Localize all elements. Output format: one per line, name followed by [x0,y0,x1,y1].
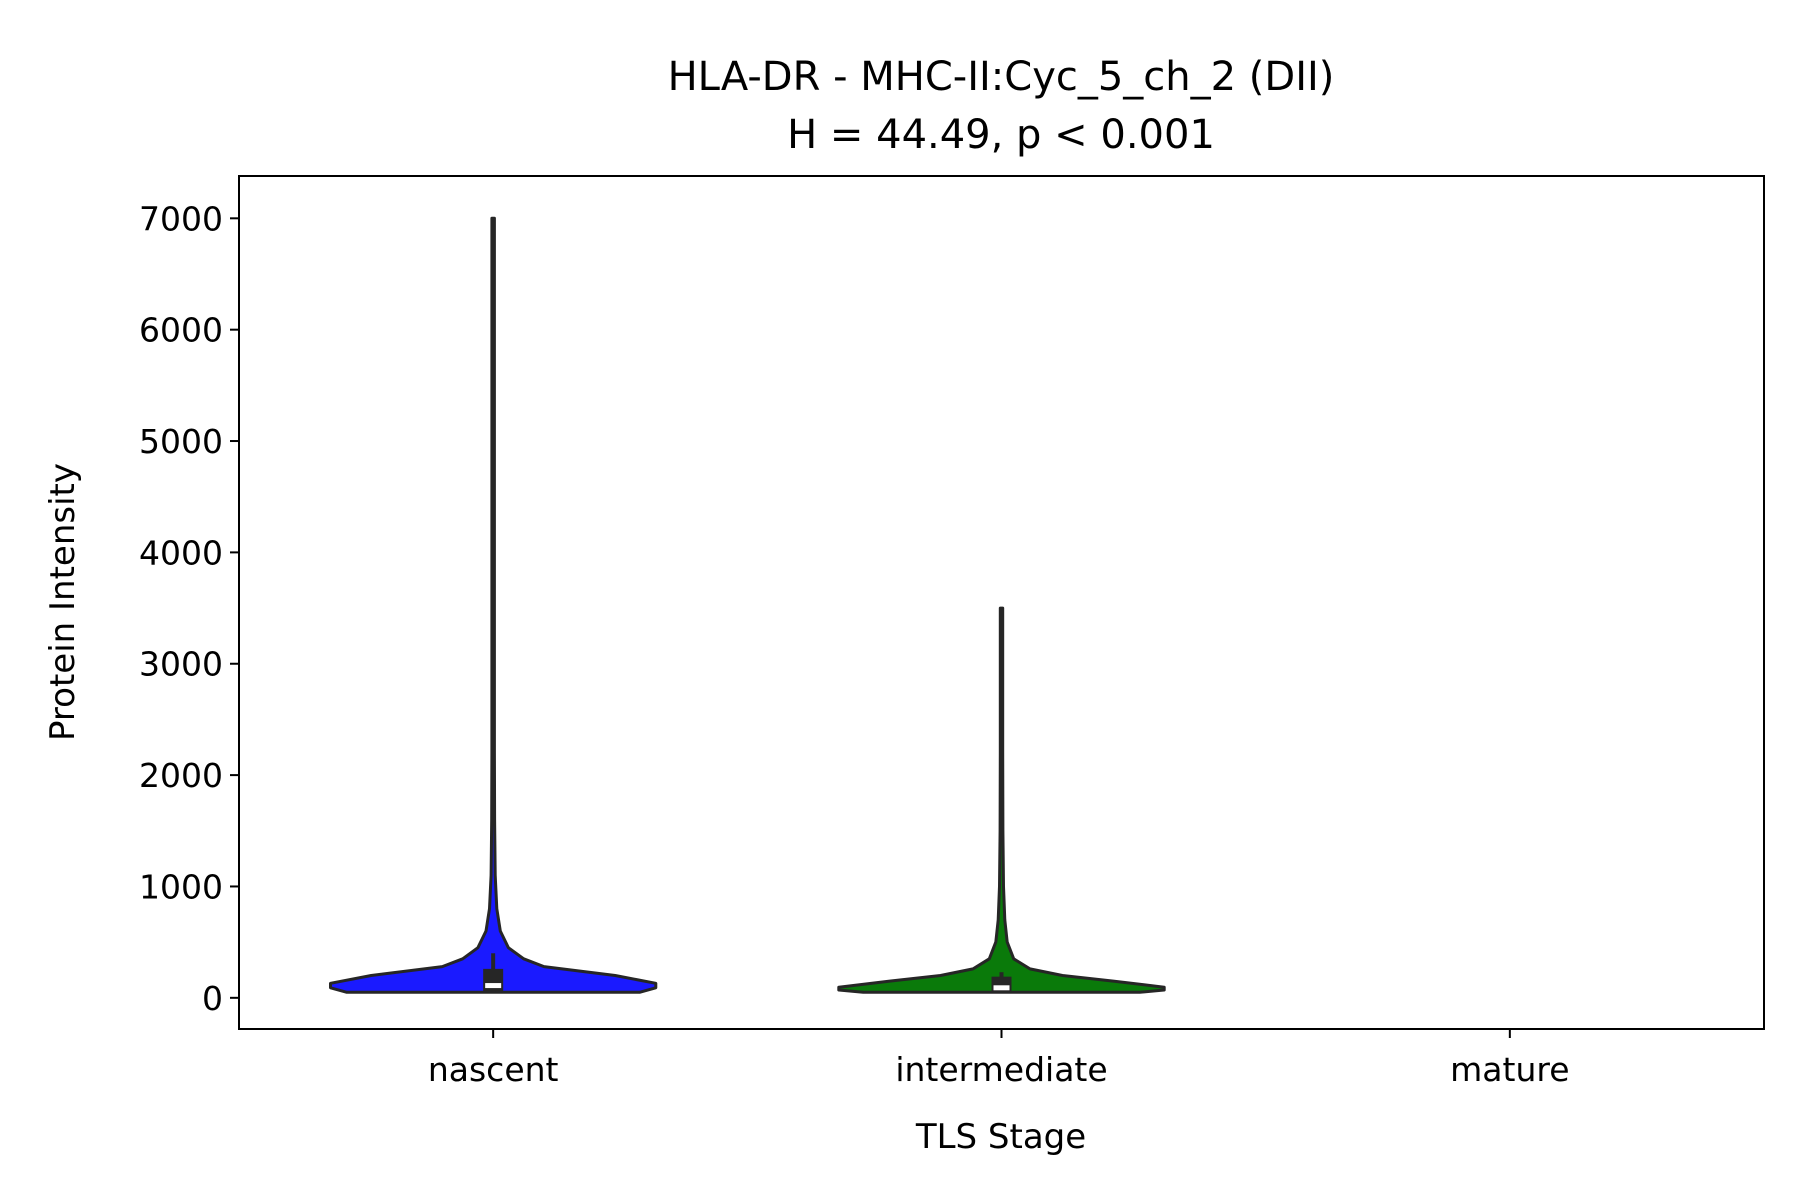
violin-median-intermediate [993,985,1010,991]
y-axis-label: Protein Intensity [43,463,83,741]
y-axis: 0 1000 2000 3000 4000 5000 6000 7000 [139,199,239,1018]
violin-body-nascent [329,216,658,994]
y-tick-label: 0 [202,979,223,1018]
x-axis: nascent intermediate mature [428,1029,1570,1089]
y-tick-label: 1000 [139,867,223,906]
x-tick-label: intermediate [895,1050,1107,1089]
y-tick-label: 6000 [139,311,223,350]
x-tick-label: mature [1450,1050,1569,1089]
y-tick-label: 2000 [139,756,223,795]
y-tick-label: 4000 [139,533,223,572]
chart-subtitle: H = 44.49, p < 0.001 [787,112,1215,158]
y-tick-label: 3000 [139,645,223,684]
violin-median-nascent [485,983,502,989]
chart-title: HLA-DR - MHC-II:Cyc_5_ch_2 (DII) [668,54,1335,100]
plot-area [329,216,1166,994]
y-tick-label: 7000 [139,199,223,238]
violin-body-intermediate [837,606,1166,994]
x-axis-label: TLS Stage [915,1117,1086,1157]
y-tick-label: 5000 [139,422,223,461]
x-tick-label: nascent [428,1050,559,1089]
